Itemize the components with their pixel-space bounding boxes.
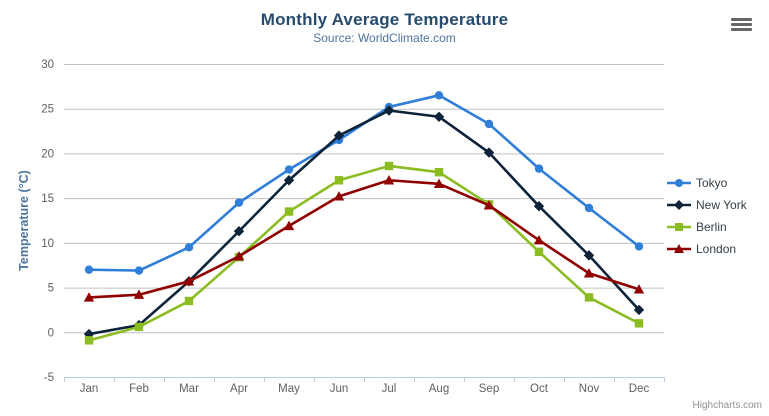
- point-berlin-Aug: [434, 168, 444, 177]
- credits-link[interactable]: Highcharts.com: [692, 400, 762, 411]
- svg-text:30: 30: [41, 59, 54, 71]
- legend-label: New York: [696, 198, 747, 212]
- svg-text:Nov: Nov: [579, 383, 600, 395]
- chart-subtitle: Source: WorldClimate.com: [313, 31, 456, 45]
- point-tokyo-Aug: [434, 91, 444, 100]
- svg-text:15: 15: [41, 193, 54, 205]
- legend-item-tokyo[interactable]: Tokyo: [667, 172, 747, 194]
- point-tokyo-Nov: [584, 203, 594, 213]
- y-axis-title: Temperature (°C): [17, 170, 31, 271]
- svg-text:0: 0: [48, 327, 54, 339]
- svg-text:Apr: Apr: [230, 383, 248, 395]
- point-london-Apr: [233, 251, 245, 261]
- svg-text:Aug: Aug: [429, 383, 449, 395]
- point-london-Nov: [583, 268, 595, 278]
- svg-text:Mar: Mar: [179, 383, 199, 395]
- point-london-Jun: [333, 191, 345, 201]
- legend-label: Tokyo: [696, 176, 728, 190]
- x-axis: [64, 377, 665, 382]
- point-new-york-May: [283, 175, 295, 186]
- point-new-york-Apr: [233, 226, 245, 237]
- svg-text:10: 10: [41, 238, 54, 250]
- legend: Tokyo New York Berlin London: [667, 172, 747, 260]
- svg-text:May: May: [278, 383, 300, 395]
- point-berlin-Jan: [84, 336, 94, 345]
- point-new-york-Jun: [333, 130, 345, 141]
- legend-item-new-york[interactable]: New York: [667, 194, 747, 216]
- hamburger-icon: [731, 23, 752, 26]
- point-berlin-Jul: [384, 161, 394, 171]
- point-new-york-Sep: [483, 147, 495, 158]
- svg-text:5: 5: [48, 283, 54, 295]
- svg-text:20: 20: [41, 148, 54, 160]
- diamond-marker-icon: [667, 200, 691, 210]
- point-london-Oct: [533, 234, 545, 245]
- point-new-york-Nov: [583, 250, 595, 261]
- point-tokyo-May: [284, 165, 294, 174]
- point-london-Jan: [83, 292, 95, 302]
- point-berlin-Feb: [134, 322, 144, 332]
- series-tokyo: [84, 91, 644, 275]
- series-new-york: [83, 105, 645, 340]
- point-berlin-May: [284, 207, 294, 216]
- svg-text:Dec: Dec: [629, 383, 650, 395]
- svg-text:-5: -5: [44, 372, 54, 384]
- chart-title: Monthly Average Temperature: [260, 10, 509, 29]
- legend-item-london[interactable]: London: [667, 238, 747, 260]
- triangle-marker-icon: [667, 244, 691, 253]
- legend-label: London: [696, 242, 737, 256]
- svg-text:Jun: Jun: [330, 383, 349, 395]
- point-tokyo-Feb: [134, 266, 144, 275]
- circle-marker-icon: [667, 179, 691, 187]
- point-berlin-Jun: [334, 176, 344, 185]
- point-london-Mar: [183, 276, 195, 286]
- point-tokyo-Oct: [534, 164, 544, 173]
- point-tokyo-Dec: [634, 242, 644, 251]
- point-london-May: [283, 220, 295, 231]
- x-axis-labels: Jan Feb Mar Apr May Jun Jul Aug Sep Oct Nov Dec: [80, 383, 650, 395]
- point-tokyo-Jan: [84, 265, 94, 274]
- svg-text:Sep: Sep: [479, 383, 499, 395]
- y-axis-labels: -5 0 5 10 15 20 25 30: [41, 59, 54, 384]
- point-new-york-Aug: [433, 111, 445, 122]
- point-london-Feb: [133, 289, 145, 299]
- point-london-Sep: [483, 200, 495, 210]
- point-tokyo-Apr: [234, 198, 244, 207]
- svg-text:Jan: Jan: [80, 383, 99, 395]
- point-new-york-Oct: [533, 200, 545, 212]
- point-new-york-Jul: [383, 105, 395, 116]
- point-tokyo-Mar: [184, 243, 194, 252]
- point-berlin-Mar: [184, 296, 194, 306]
- point-tokyo-Sep: [484, 119, 494, 129]
- svg-text:Oct: Oct: [530, 383, 549, 395]
- legend-label: Berlin: [696, 220, 727, 234]
- hamburger-icon: [731, 18, 752, 21]
- point-berlin-Nov: [584, 293, 594, 302]
- svg-text:Jul: Jul: [382, 383, 397, 395]
- legend-item-berlin[interactable]: Berlin: [667, 216, 747, 238]
- point-london-Dec: [633, 284, 645, 294]
- y-gridlines: [64, 64, 664, 334]
- point-berlin-Dec: [634, 319, 644, 328]
- point-new-york-Dec: [633, 304, 645, 316]
- square-marker-icon: [667, 223, 691, 231]
- svg-text:25: 25: [41, 104, 54, 116]
- point-berlin-Oct: [534, 247, 544, 256]
- export-menu-button[interactable]: [729, 16, 755, 35]
- point-london-Aug: [433, 178, 445, 189]
- series-london: [83, 175, 645, 302]
- svg-text:Feb: Feb: [129, 383, 149, 395]
- point-london-Jul: [383, 175, 395, 185]
- hamburger-icon: [731, 28, 752, 31]
